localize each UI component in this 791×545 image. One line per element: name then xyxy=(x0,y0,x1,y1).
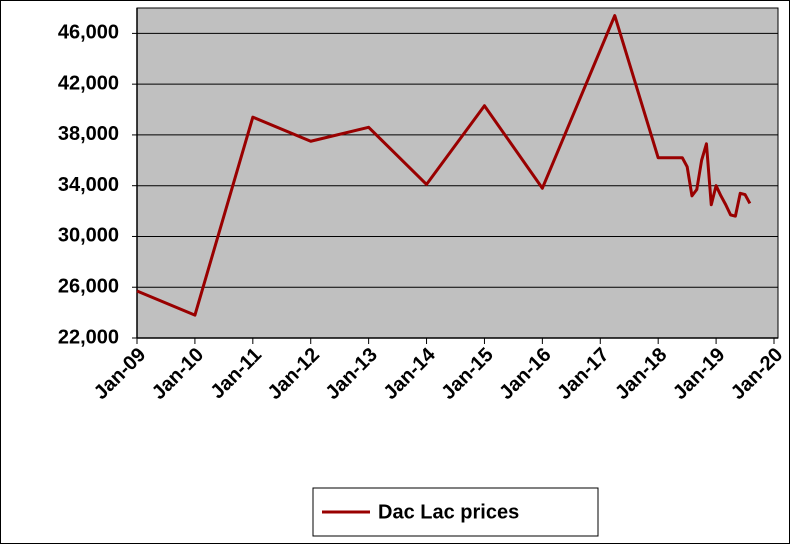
legend-label: Dac Lac prices xyxy=(378,501,519,523)
y-tick-label: 38,000 xyxy=(58,123,119,145)
y-tick-label: 26,000 xyxy=(58,276,119,298)
y-tick-label: 34,000 xyxy=(58,174,119,196)
y-tick-label: 46,000 xyxy=(58,22,119,44)
y-tick-label: 42,000 xyxy=(58,72,119,94)
y-tick-label: 22,000 xyxy=(58,326,119,348)
y-tick-label: 30,000 xyxy=(58,225,119,247)
plot-area xyxy=(136,7,779,339)
line xyxy=(136,14,752,317)
